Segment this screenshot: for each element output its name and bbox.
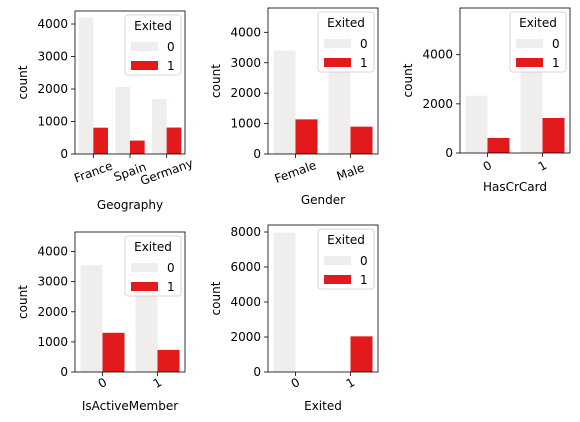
legend-title: Exited: [134, 19, 172, 33]
y-axis-label: count: [16, 285, 30, 319]
x-axis-label: Gender: [301, 193, 345, 207]
legend-swatch-0: [131, 263, 158, 272]
y-tick-label: 1000: [230, 117, 261, 131]
y-tick-label: 0: [60, 365, 68, 379]
y-tick-label: 8000: [230, 225, 261, 239]
bar-germany-exited-0: [152, 99, 167, 154]
bar-0-exited-0: [81, 265, 103, 372]
legend-swatch-1: [131, 282, 158, 291]
bar-female-exited-1: [296, 119, 318, 154]
legend-swatch-0: [516, 39, 543, 48]
x-axis-label: IsActiveMember: [82, 399, 178, 413]
x-axis-label: Geography: [97, 198, 163, 212]
legend-swatch-1: [324, 275, 351, 284]
legend-entry-1: 1: [360, 56, 368, 70]
y-tick-label: 0: [60, 147, 68, 161]
y-axis-label: count: [401, 63, 415, 97]
legend-entry-0: 0: [552, 37, 560, 51]
legend-swatch-0: [324, 256, 351, 265]
legend-swatch-1: [324, 58, 351, 67]
legend: Exited 0 1: [510, 12, 566, 72]
x-tick-label: Germany: [138, 156, 195, 188]
bar-male-exited-1: [351, 127, 373, 154]
y-axis-label: count: [16, 65, 30, 99]
x-tick-label: Female: [273, 158, 319, 186]
bar-germany-exited-1: [167, 128, 182, 154]
y-tick-label: 4000: [230, 295, 261, 309]
y-tick-label: 2000: [422, 97, 453, 111]
legend-swatch-0: [324, 39, 351, 48]
y-tick-label: 0: [253, 365, 261, 379]
legend-title: Exited: [519, 16, 557, 30]
legend: Exited 0 1: [125, 236, 181, 296]
legend-entry-0: 0: [167, 261, 175, 275]
y-tick-label: 2000: [230, 330, 261, 344]
legend-entry-1: 1: [167, 280, 175, 294]
y-tick-label: 4000: [230, 25, 261, 39]
bar-0-exited-1: [488, 138, 510, 153]
legend-title: Exited: [327, 16, 365, 30]
legend-entry-1: 1: [167, 59, 175, 73]
legend-entry-1: 1: [360, 273, 368, 287]
bar-spain-exited-1: [130, 141, 145, 154]
y-tick-label: 1000: [37, 115, 68, 129]
legend-swatch-1: [516, 58, 543, 67]
legend-title: Exited: [327, 233, 365, 247]
bar-spain-exited-0: [115, 87, 130, 154]
bar-0-exited-1: [103, 333, 125, 372]
legend: Exited 0 1: [318, 229, 374, 289]
y-tick-label: 4000: [37, 17, 68, 31]
bar-france-exited-1: [93, 128, 108, 154]
x-tick-label: 0: [481, 158, 495, 174]
legend-title: Exited: [134, 240, 172, 254]
x-tick-label: 1: [536, 158, 550, 174]
x-tick-label: 0: [96, 375, 110, 391]
chart-panel-4: 0 1000 2000 3000 4000 0 1 IsActiveMember count Ex…: [16, 232, 185, 413]
y-tick-label: 0: [445, 146, 453, 160]
bar-0-exited-0: [466, 96, 488, 153]
y-axis-label: count: [209, 64, 223, 98]
legend-entry-1: 1: [552, 56, 560, 70]
y-tick-label: 6000: [230, 260, 261, 274]
x-tick-label: 0: [289, 375, 303, 391]
chart-panel-3: 0 2000 4000 0 1 HasCrCard count Exited 0 1: [401, 8, 570, 194]
legend: Exited 0 1: [318, 12, 374, 72]
legend-entry-0: 0: [360, 254, 368, 268]
y-tick-label: 3000: [37, 275, 68, 289]
y-tick-label: 0: [253, 147, 261, 161]
x-axis-label: Exited: [304, 399, 342, 413]
y-tick-label: 4000: [422, 48, 453, 62]
bar-0-exited-0: [274, 233, 296, 372]
bar-1-exited-1: [158, 350, 180, 372]
y-tick-label: 1000: [37, 335, 68, 349]
bar-1-exited-1: [351, 336, 373, 372]
legend-entry-0: 0: [360, 37, 368, 51]
chart-panel-2: 0 1000 2000 3000 4000 Female Male Gender count Ex…: [209, 8, 378, 207]
x-tick-label: 1: [151, 375, 165, 391]
y-tick-label: 2000: [37, 305, 68, 319]
x-tick-label: 1: [344, 375, 358, 391]
y-tick-label: 2000: [230, 86, 261, 100]
x-tick-label: France: [72, 159, 114, 186]
y-tick-label: 4000: [37, 245, 68, 259]
legend-swatch-0: [131, 42, 158, 51]
legend: Exited 0 1: [125, 15, 181, 75]
legend-swatch-1: [131, 61, 158, 70]
x-axis-label: HasCrCard: [483, 180, 547, 194]
bar-france-exited-0: [79, 17, 94, 154]
y-tick-label: 3000: [37, 50, 68, 64]
y-tick-label: 2000: [37, 82, 68, 96]
y-axis-label: count: [209, 281, 223, 315]
bar-female-exited-0: [274, 50, 296, 154]
x-tick-label: Male: [335, 161, 367, 184]
chart-panel-1: 01000200030004000FranceSpainGermanyGeogr…: [16, 11, 195, 212]
y-tick-label: 3000: [230, 56, 261, 70]
legend-entry-0: 0: [167, 40, 175, 54]
bar-1-exited-1: [543, 118, 565, 153]
